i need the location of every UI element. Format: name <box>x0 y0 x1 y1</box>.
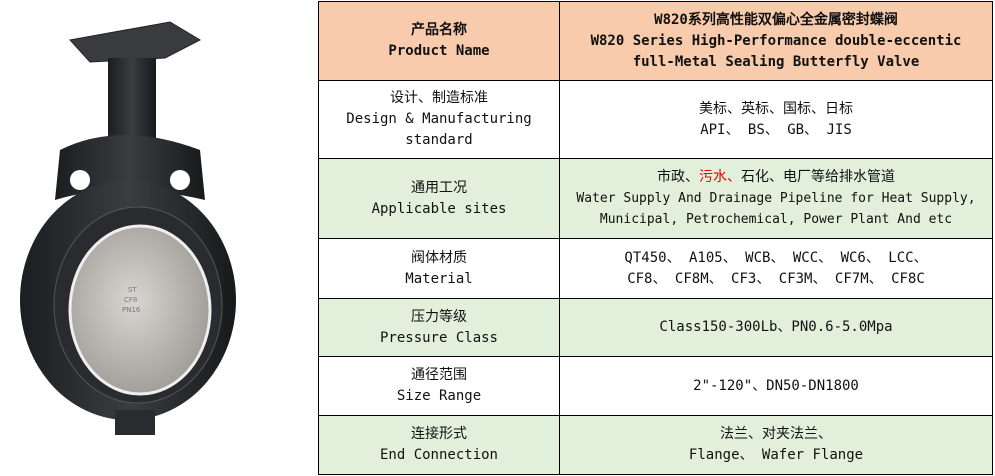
row-value: 2"-120"、DN50-DN1800 <box>559 356 993 416</box>
label-en: Size Range <box>396 388 482 404</box>
value-line: Water Supply And Drainage Pipeline for H… <box>576 191 976 206</box>
label-en: standard <box>405 132 473 148</box>
row-label: 压力等级 Pressure Class <box>318 298 560 357</box>
body-marking: PN16 <box>122 306 141 314</box>
row-label: 通径范围 Size Range <box>318 356 560 416</box>
row-label: 连接形式 End Connection <box>318 415 560 475</box>
table-row: 通用工况 Applicable sites 市政、污水、石化、电厂等给排水管道 … <box>318 158 993 239</box>
row-label: 阀体材质 Material <box>318 238 560 299</box>
table-row: 连接形式 End Connection 法兰、对夹法兰、 Flange、 Waf… <box>318 415 993 475</box>
row-value: QT450、 A105、 WCB、 WCC、 WC6、 LCC、 CF8、 CF… <box>559 238 993 299</box>
value-line: 市政、污水、石化、电厂等给排水管道 <box>564 167 988 188</box>
table-row: 通径范围 Size Range 2"-120"、DN50-DN1800 <box>318 356 993 416</box>
butterfly-valve-photo: ST CF8 PN16 <box>20 21 236 435</box>
row-value: 美标、英标、国标、日标 API、 BS、 GB、 JIS <box>559 80 993 159</box>
label-en: Design & Manufacturing <box>346 111 532 127</box>
label-cn: 通径范围 <box>411 367 467 383</box>
row-value: 市政、污水、石化、电厂等给排水管道 Water Supply And Drain… <box>559 158 993 239</box>
value-part: 石化、电厂等给排水管道 <box>741 169 895 185</box>
body-marking: CF8 <box>124 296 137 304</box>
row-label: 通用工况 Applicable sites <box>318 158 560 239</box>
value-line: Flange、 Wafer Flange <box>688 447 864 463</box>
table-row: 设计、制造标准 Design & Manufacturing standard … <box>318 80 993 159</box>
label-cn: 压力等级 <box>411 308 467 325</box>
header-label: 产品名称 Product Name <box>318 1 560 81</box>
product-name-cn: W820系列高性能双偏心全金属密封蝶阀 <box>654 11 898 28</box>
row-value: Class150-300Lb、PN0.6-5.0Mpa <box>559 298 993 357</box>
body-marking: ST <box>128 286 137 294</box>
label-cn: 产品名称 <box>411 22 467 38</box>
label-cn: 阀体材质 <box>411 249 467 266</box>
value-part: 市政、 <box>657 169 699 185</box>
label-en: Applicable sites <box>371 200 507 217</box>
table-row: 压力等级 Pressure Class Class150-300Lb、PN0.6… <box>318 298 993 357</box>
value-line: Municipal, Petrochemical, Power Plant An… <box>599 212 953 227</box>
value-line: 法兰、对夹法兰、 <box>720 426 832 442</box>
label-cn: 通用工况 <box>411 179 467 196</box>
value-line: Class150-300Lb、PN0.6-5.0Mpa <box>659 319 893 335</box>
label-cn: 设计、制造标准 <box>390 90 488 106</box>
table-row: 阀体材质 Material QT450、 A105、 WCB、 WCC、 WC6… <box>318 238 993 299</box>
value-line: 美标、英标、国标、日标 <box>699 100 853 117</box>
highlighted-value: 污水、 <box>699 169 741 185</box>
value-line: 2"-120"、DN50-DN1800 <box>693 377 859 394</box>
row-label: 设计、制造标准 Design & Manufacturing standard <box>318 80 560 159</box>
table-header-row: 产品名称 Product Name W820系列高性能双偏心全金属密封蝶阀 W8… <box>318 1 993 81</box>
value-line: API、 BS、 GB、 JIS <box>700 121 852 138</box>
product-name-en: W820 Series High-Performance double-ecce… <box>590 32 962 49</box>
value-line: QT450、 A105、 WCB、 WCC、 WC6、 LCC、 <box>624 249 928 266</box>
label-en: Material <box>405 270 473 287</box>
label-cn: 连接形式 <box>411 426 467 442</box>
header-value: W820系列高性能双偏心全金属密封蝶阀 W820 Series High-Per… <box>559 1 993 81</box>
value-line: CF8、 CF8M、 CF3、 CF3M、 CF7M、 CF8C <box>627 270 925 287</box>
spec-table: 产品名称 Product Name W820系列高性能双偏心全金属密封蝶阀 W8… <box>318 1 993 475</box>
label-en: Product Name <box>388 43 490 59</box>
label-en: Pressure Class <box>379 329 498 346</box>
label-en: End Connection <box>379 447 498 463</box>
row-value: 法兰、对夹法兰、 Flange、 Wafer Flange <box>559 415 993 475</box>
product-name-en: full-Metal Sealing Butterfly Valve <box>632 53 920 70</box>
